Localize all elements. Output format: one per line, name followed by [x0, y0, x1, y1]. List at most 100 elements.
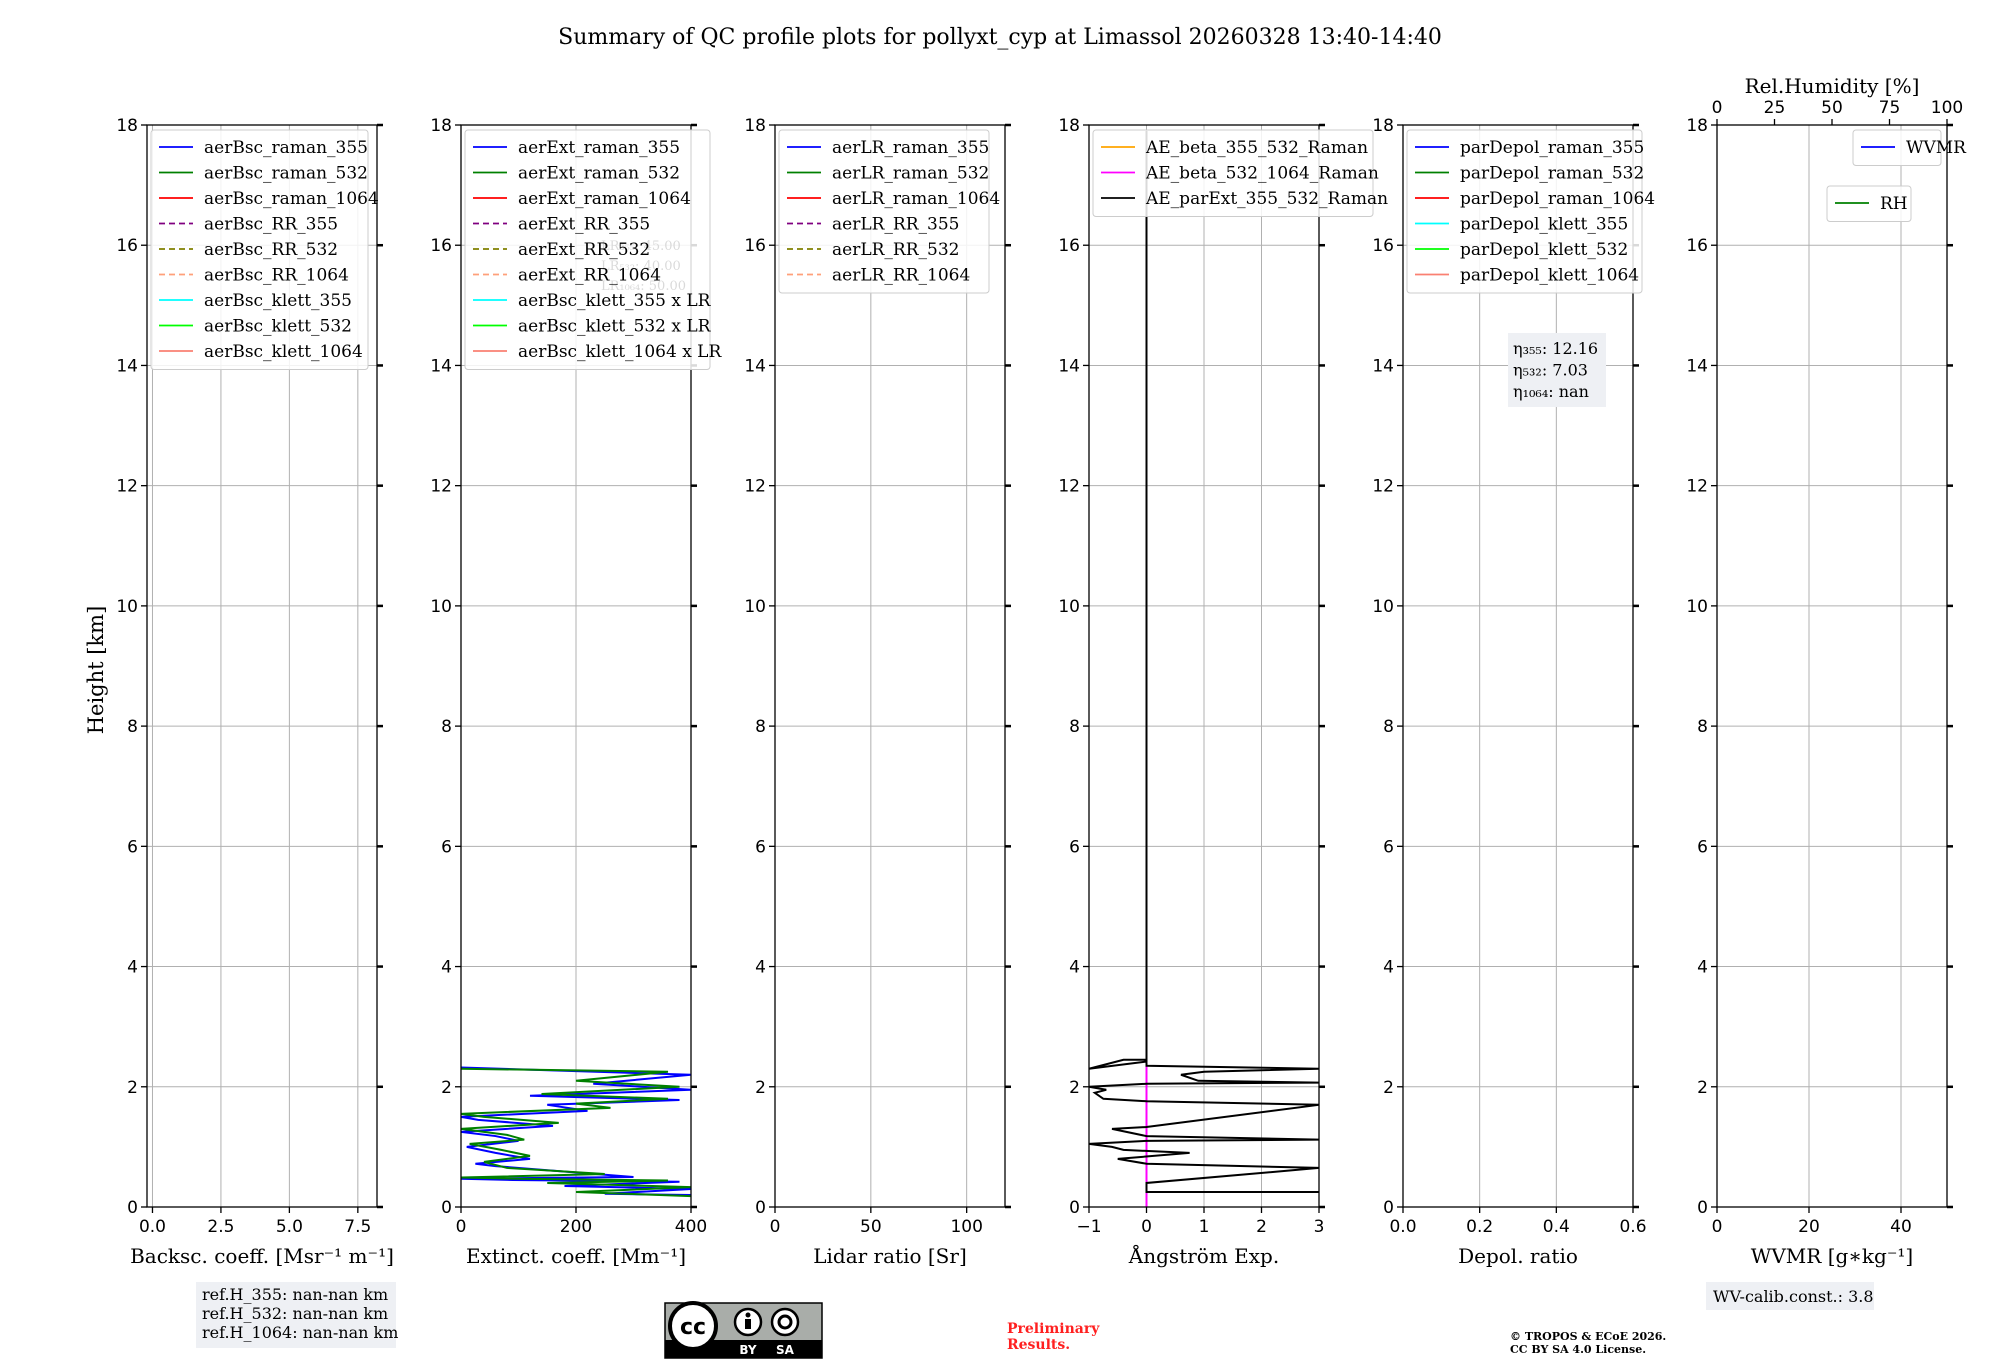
legend-label: parDepol_klett_355	[1460, 215, 1628, 235]
legend-box	[1406, 129, 1643, 294]
x-tick-label: 0	[1712, 1217, 1723, 1237]
y-tick-label: 10	[1372, 597, 1394, 617]
eta-value: η₁₀₆₄: nan	[1513, 382, 1589, 401]
y-tick-label: 14	[1372, 356, 1394, 376]
x2-tick-label: 0	[1712, 98, 1723, 118]
cc-logo-text: cc	[680, 1315, 706, 1340]
legend-label: aerExt_RR_355	[518, 215, 650, 235]
y-tick-label: 14	[1058, 356, 1080, 376]
legend-label: aerBsc_RR_355	[204, 215, 338, 235]
x-tick-label: 1	[1199, 1217, 1210, 1237]
x-tick-label: 0.0	[139, 1217, 166, 1237]
y-tick-label: 12	[1058, 477, 1080, 497]
legend-label: parDepol_klett_1064	[1460, 266, 1639, 286]
legend-label: aerBsc_klett_1064	[204, 342, 363, 362]
y-tick-label: 18	[744, 116, 766, 136]
y-tick-label: 2	[441, 1078, 452, 1098]
x-axis-label: Ångström Exp.	[1128, 1243, 1279, 1268]
y-tick-label: 12	[1686, 477, 1708, 497]
x-tick-label: 0	[770, 1217, 781, 1237]
legend-label: AE_beta_532_1064_Raman	[1145, 164, 1379, 184]
x2-tick-label: 50	[1821, 98, 1843, 118]
panel-lr: 0 2 4 6 8 10 12 14 16 18 0 50 100 Lidar ratio [Sr] aer…	[744, 116, 1011, 1268]
x2-tick-label: 100	[1931, 98, 1963, 118]
x-axis-label: Extinct. coeff. [Mm⁻¹]	[466, 1244, 686, 1268]
eta-box: η₃₅₅: 12.16 η₅₃₂: 7.03 η₁₀₆₄: nan	[1508, 333, 1606, 407]
license-sa-label: SA	[776, 1343, 795, 1357]
y-axis-label: Height [km]	[84, 606, 108, 735]
y-tick-label: 14	[116, 356, 138, 376]
legend: AE_beta_355_532_Raman AE_beta_532_1064_Ra…	[1092, 129, 1388, 217]
y-tick-label: 4	[127, 958, 138, 978]
series-line-AE_parExt_355_532_Raman	[1088, 131, 1320, 1193]
legend-label: parDepol_raman_532	[1460, 164, 1644, 184]
x-tick-label: 0	[456, 1217, 467, 1237]
legend-box	[464, 129, 711, 370]
preliminary-line-2: Results.	[1007, 1337, 1070, 1353]
legend-box	[150, 129, 369, 370]
x-tick-label: 20	[1798, 1217, 1820, 1237]
y-tick-label: 6	[1069, 837, 1080, 857]
x2-tick-label: 75	[1879, 98, 1901, 118]
wv-calib-box: WV-calib.const.: 3.8	[1706, 1282, 1874, 1310]
x-tick-label: 2.5	[207, 1217, 234, 1237]
wv-calib-constant: WV-calib.const.: 3.8	[1713, 1287, 1874, 1306]
x-tick-label: 0.0	[1389, 1217, 1416, 1237]
y-tick-label: 10	[1686, 597, 1708, 617]
x-axis-label: Depol. ratio	[1458, 1244, 1578, 1268]
y-tick-label: 18	[1058, 116, 1080, 136]
legend-label: aerBsc_klett_532 x LR	[518, 317, 712, 337]
x-tick-label: 0	[1141, 1217, 1152, 1237]
legend-label: parDepol_klett_532	[1460, 240, 1628, 260]
x-axis-label: WVMR [g∗kg⁻¹]	[1751, 1244, 1913, 1268]
by-person-head-icon	[745, 1312, 751, 1318]
x2-axis-label: Rel.Humidity [%]	[1745, 74, 1920, 98]
legend-label: aerExt_raman_532	[518, 164, 680, 184]
legend-label: parDepol_raman_355	[1460, 138, 1644, 158]
by-person-body-icon	[745, 1319, 751, 1329]
y-tick-label: 12	[744, 477, 766, 497]
y-tick-label: 14	[1686, 356, 1708, 376]
copyright-line-1: © TROPOS & ECoE 2026.	[1510, 1330, 1666, 1343]
axes-frame	[1402, 124, 1634, 1208]
legend-label: aerLR_raman_532	[832, 164, 989, 184]
legend-label: aerBsc_klett_532	[204, 317, 352, 337]
legend-label: aerBsc_RR_532	[204, 240, 338, 260]
y-tick-label: 16	[1372, 236, 1394, 256]
x-tick-label: 7.5	[344, 1217, 371, 1237]
reference-height-box: ref.H_355: nan-nan km ref.H_532: nan-nan…	[196, 1282, 398, 1348]
y-tick-label: 16	[116, 236, 138, 256]
panel-depol: 0 2 4 6 8 10 12 14 16 18 0.0 0.2 0.4 0.6 Depol. ratio p…	[1372, 116, 1655, 1268]
y-tick-label: 0	[1697, 1198, 1708, 1218]
axes-frame	[1716, 124, 1948, 1208]
x-tick-label: 2	[1256, 1217, 1267, 1237]
y-tick-label: 12	[116, 477, 138, 497]
axes-frame	[146, 124, 378, 1208]
legend: aerBsc_raman_355 aerBsc_raman_532 aerBsc_r…	[150, 129, 379, 370]
y-tick-label: 2	[1697, 1078, 1708, 1098]
eta-value: η₅₃₂: 7.03	[1513, 361, 1588, 380]
y-tick-label: 6	[1697, 837, 1708, 857]
y-tick-label: 18	[116, 116, 138, 136]
y-tick-label: 0	[1069, 1198, 1080, 1218]
y-tick-label: 0	[441, 1198, 452, 1218]
legend-label: WVMR	[1906, 138, 1967, 158]
y-tick-label: 4	[1069, 958, 1080, 978]
x2-tick-label: 25	[1764, 98, 1786, 118]
legend-label: aerLR_RR_1064	[832, 266, 970, 286]
legend: aerExt_raman_355 aerExt_raman_532 aerExt_r…	[464, 129, 722, 370]
y-tick-label: 8	[1383, 717, 1394, 737]
legend-label: aerLR_RR_532	[832, 240, 959, 260]
y-tick-label: 4	[755, 958, 766, 978]
legend-label: parDepol_raman_1064	[1460, 189, 1655, 209]
y-tick-label: 10	[1058, 597, 1080, 617]
legend-label: aerLR_raman_355	[832, 138, 989, 158]
y-tick-label: 8	[441, 717, 452, 737]
series-line-aerExt_raman_532	[460, 1067, 692, 1198]
x-tick-label: 50	[860, 1217, 882, 1237]
y-tick-label: 12	[430, 477, 452, 497]
y-tick-label: 8	[755, 717, 766, 737]
